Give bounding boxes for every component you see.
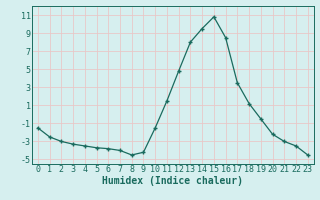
X-axis label: Humidex (Indice chaleur): Humidex (Indice chaleur) (102, 176, 243, 186)
